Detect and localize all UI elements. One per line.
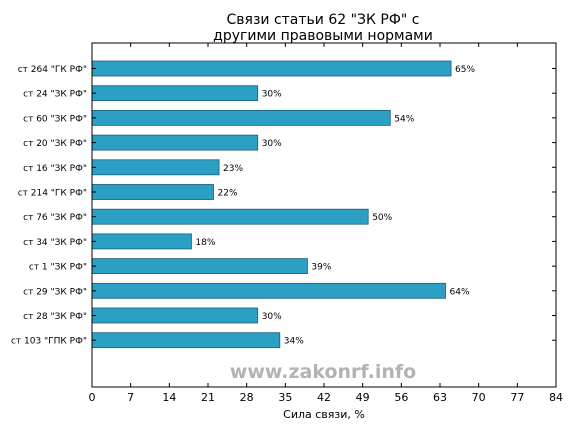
bar — [91, 184, 214, 200]
bar-data-label: 23% — [223, 164, 243, 174]
category-label: ст 264 "ГК РФ" — [18, 65, 87, 75]
bar-data-label: 34% — [284, 337, 304, 347]
bar — [91, 60, 452, 77]
bar-data-label: 18% — [195, 238, 215, 248]
category-label: ст 34 "ЗК РФ" — [23, 238, 87, 248]
chart-title-line-2: другими правовыми нормами — [213, 28, 433, 44]
bar-data-label: 39% — [311, 263, 331, 273]
bar-data-label: 30% — [262, 90, 282, 100]
x-ticks-group: 0 7 14 21 28 35 42 49 56 63 70 77 84 — [89, 43, 563, 404]
category-label: ст 29 "ЗК РФ" — [23, 287, 87, 297]
bar-data-label: 30% — [262, 139, 282, 149]
x-tick-label: 63 — [433, 391, 447, 404]
category-label: ст 103 "ГПК РФ" — [11, 337, 87, 347]
bar — [91, 258, 308, 275]
bar-data-label: 65% — [455, 65, 475, 75]
category-label: ст 28 "ЗК РФ" — [23, 312, 87, 322]
bars-group: 65% ст 264 "ГК РФ" 30% ст 24 "ЗК РФ" 54% ст 6… — [11, 60, 556, 349]
watermark: www.zakonrf.info — [230, 361, 416, 383]
category-label: ст 20 "ЗК РФ" — [23, 139, 87, 149]
x-tick-label: 7 — [127, 391, 134, 404]
category-label: ст 76 "ЗК РФ" — [23, 213, 87, 223]
bar-data-label: 54% — [394, 114, 414, 124]
x-tick-label: 49 — [356, 391, 370, 404]
bar-data-label: 30% — [262, 312, 282, 322]
x-tick-label: 35 — [278, 391, 292, 404]
bar-data-label: 50% — [372, 213, 392, 223]
bar — [91, 233, 192, 250]
bar — [91, 134, 259, 151]
bar — [91, 307, 259, 324]
bar — [91, 208, 369, 225]
x-tick-label: 21 — [201, 391, 215, 404]
bar-data-label: 64% — [450, 287, 470, 297]
bar — [91, 159, 220, 176]
category-label: ст 1 "ЗК РФ" — [29, 263, 87, 273]
x-tick-label: 56 — [394, 391, 408, 404]
x-tick-label: 70 — [472, 391, 486, 404]
bar — [91, 85, 259, 102]
x-tick-label: 84 — [549, 391, 563, 404]
bar — [91, 332, 281, 349]
category-label: ст 60 "ЗК РФ" — [23, 114, 87, 124]
x-axis-label: Сила связи, % — [283, 408, 365, 421]
x-tick-label: 42 — [317, 391, 331, 404]
chart-title-line-1: Связи статьи 62 "ЗК РФ" с — [227, 12, 420, 28]
x-tick-label: 28 — [240, 391, 254, 404]
bar — [91, 282, 446, 299]
x-tick-label: 14 — [162, 391, 176, 404]
bar — [91, 110, 391, 126]
category-label: ст 16 "ЗК РФ" — [23, 164, 87, 174]
category-label: ст 24 "ЗК РФ" — [23, 90, 87, 100]
bar-data-label: 22% — [218, 189, 238, 199]
category-label: ст 214 "ГК РФ" — [18, 189, 87, 199]
x-tick-label: 0 — [89, 391, 96, 404]
x-tick-label: 77 — [510, 391, 524, 404]
